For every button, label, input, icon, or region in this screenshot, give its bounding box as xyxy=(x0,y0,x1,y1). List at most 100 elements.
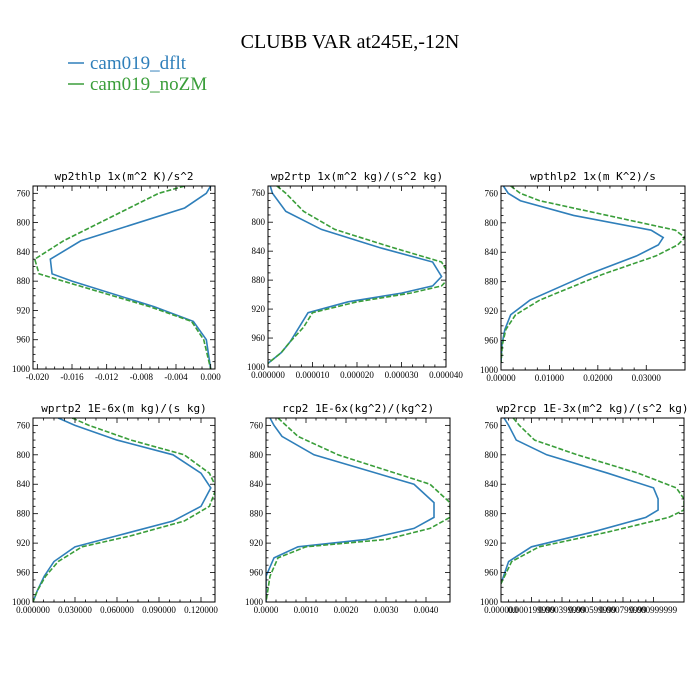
x-tick-label: 0.00000 xyxy=(486,373,516,383)
series-line-dflt xyxy=(49,186,212,369)
axes-frame xyxy=(32,417,216,603)
y-tick-label: 960 xyxy=(17,335,31,345)
x-tick-label: -0.020 xyxy=(26,372,50,382)
series-line-nozm xyxy=(266,418,450,602)
y-tick-label: 920 xyxy=(250,538,264,548)
x-tick-label: 0.02000 xyxy=(583,373,613,383)
x-tick-label: 0.000799999 xyxy=(599,605,647,615)
y-tick-label: 760 xyxy=(250,420,264,430)
panel-1: wp2thlp 1x(m^2 K)/s^2 760 800 840 880 920 960 1… xyxy=(12,170,221,382)
y-tick-label: 1000 xyxy=(12,364,31,374)
x-tick-label: 0.000599999 xyxy=(569,605,617,615)
panels: wp2thlp 1x(m^2 K)/s^2 760 800 840 880 920 960 1… xyxy=(12,170,689,615)
x-tick-label: 0.0040 xyxy=(414,605,439,615)
panel-title: rcp2 1E-6x(kg^2)/(kg^2) xyxy=(282,402,434,415)
series-line-dflt xyxy=(501,186,665,363)
y-tick-label: 880 xyxy=(485,277,499,287)
panel-3: wpthlp2 1x(m K^2)/s 760 800 840 880 920 960 100… xyxy=(480,170,686,383)
y-tick-label: 920 xyxy=(252,304,266,314)
panel-4: wprtp2 1E-6x(m kg)/(s kg) 760 800 840 880 920… xyxy=(12,402,218,615)
panel-title: wp2rtp 1x(m^2 kg)/(s^2 kg) xyxy=(271,170,443,183)
y-tick-label: 840 xyxy=(252,246,266,256)
y-tick-label: 1000 xyxy=(480,365,499,375)
y-tick-label: 800 xyxy=(485,450,499,460)
x-tick-label: 0.000199999 xyxy=(508,605,556,615)
axes-frame xyxy=(267,185,447,368)
y-tick-label: 760 xyxy=(485,420,499,430)
x-tick-label: 0.0020 xyxy=(334,605,359,615)
panel-title: wpthlp2 1x(m K^2)/s xyxy=(530,170,656,183)
y-tick-label: 880 xyxy=(252,275,266,285)
series-line-nozm xyxy=(33,186,212,369)
series-line-nozm xyxy=(33,418,215,602)
y-tick-label: 920 xyxy=(485,538,499,548)
panel-5: rcp2 1E-6x(kg^2)/(kg^2) 760 800 840 880 920 96… xyxy=(245,402,451,615)
y-tick-label: 960 xyxy=(485,336,499,346)
series-line-nozm xyxy=(268,186,446,365)
x-tick-label: 0.000040 xyxy=(429,370,463,380)
x-tick-label: 0.0010 xyxy=(294,605,319,615)
y-tick-label: 840 xyxy=(250,479,264,489)
x-tick-label: -0.016 xyxy=(60,372,84,382)
y-tick-label: 1000 xyxy=(245,597,264,607)
y-tick-label: 840 xyxy=(485,247,499,257)
y-tick-label: 840 xyxy=(17,247,31,257)
y-tick-label: 760 xyxy=(485,188,499,198)
x-tick-label: 0.000020 xyxy=(340,370,374,380)
x-tick-label: 0.000000 xyxy=(251,370,285,380)
y-tick-label: 760 xyxy=(17,420,31,430)
legend-label-nozm: cam019_noZM xyxy=(90,74,207,95)
axes-frame xyxy=(500,185,686,371)
y-tick-label: 1000 xyxy=(12,597,31,607)
x-tick-label: 0.030000 xyxy=(58,605,92,615)
x-tick-label: 0.0030 xyxy=(374,605,399,615)
series-line-dflt xyxy=(501,418,659,584)
x-tick-label: 0.000000 xyxy=(484,605,518,615)
x-tick-label: 0.090000 xyxy=(142,605,176,615)
axes-frame xyxy=(265,417,451,603)
series-line-nozm xyxy=(501,418,684,584)
panel-title: wp2rcp 1E-3x(m^2 kg)/(s^2 kg) xyxy=(496,402,688,415)
y-tick-label: 920 xyxy=(17,305,31,315)
x-tick-label: 0.120000 xyxy=(184,605,218,615)
x-tick-label: 0.000030 xyxy=(385,370,419,380)
y-tick-label: 880 xyxy=(17,509,31,519)
y-tick-label: 920 xyxy=(17,538,31,548)
y-tick-label: 760 xyxy=(17,188,31,198)
x-tick-label: 0.060000 xyxy=(100,605,134,615)
y-tick-label: 880 xyxy=(485,509,499,519)
x-tick-label: -0.004 xyxy=(164,372,188,382)
figure-title: CLUBB VAR at245E,-12N xyxy=(241,31,460,53)
panel-title: wprtp2 1E-6x(m kg)/(s kg) xyxy=(41,402,207,415)
y-tick-label: 1000 xyxy=(247,362,266,372)
series-line-nozm xyxy=(501,186,685,363)
y-tick-label: 960 xyxy=(485,568,499,578)
x-tick-label: 0.000 xyxy=(201,372,222,382)
y-tick-label: 920 xyxy=(485,306,499,316)
x-tick-label: 0.000010 xyxy=(296,370,330,380)
y-tick-label: 760 xyxy=(252,188,266,198)
y-tick-label: 800 xyxy=(17,450,31,460)
panel-title: wp2thlp 1x(m^2 K)/s^2 xyxy=(54,170,193,183)
x-tick-label: 0.03000 xyxy=(632,373,662,383)
x-tick-label: -0.012 xyxy=(95,372,118,382)
y-tick-label: 1000 xyxy=(480,597,499,607)
legend: cam019_dflt cam019_noZM xyxy=(68,53,207,95)
y-tick-label: 840 xyxy=(485,479,499,489)
series-line-dflt xyxy=(33,418,212,602)
series-line-dflt xyxy=(266,418,435,602)
y-tick-label: 800 xyxy=(17,218,31,228)
series-line-dflt xyxy=(268,186,443,365)
y-tick-label: 960 xyxy=(17,568,31,578)
y-tick-label: 840 xyxy=(17,479,31,489)
x-tick-label: 0.01000 xyxy=(535,373,565,383)
panel-6: wp2rcp 1E-3x(m^2 kg)/(s^2 kg) 760 800 840 88… xyxy=(480,402,689,615)
x-tick-label: 0.000999999 xyxy=(630,605,678,615)
y-tick-label: 800 xyxy=(252,217,266,227)
y-tick-label: 800 xyxy=(485,218,499,228)
y-tick-label: 800 xyxy=(250,450,264,460)
y-tick-label: 960 xyxy=(252,333,266,343)
y-tick-label: 960 xyxy=(250,568,264,578)
y-tick-label: 880 xyxy=(17,276,31,286)
